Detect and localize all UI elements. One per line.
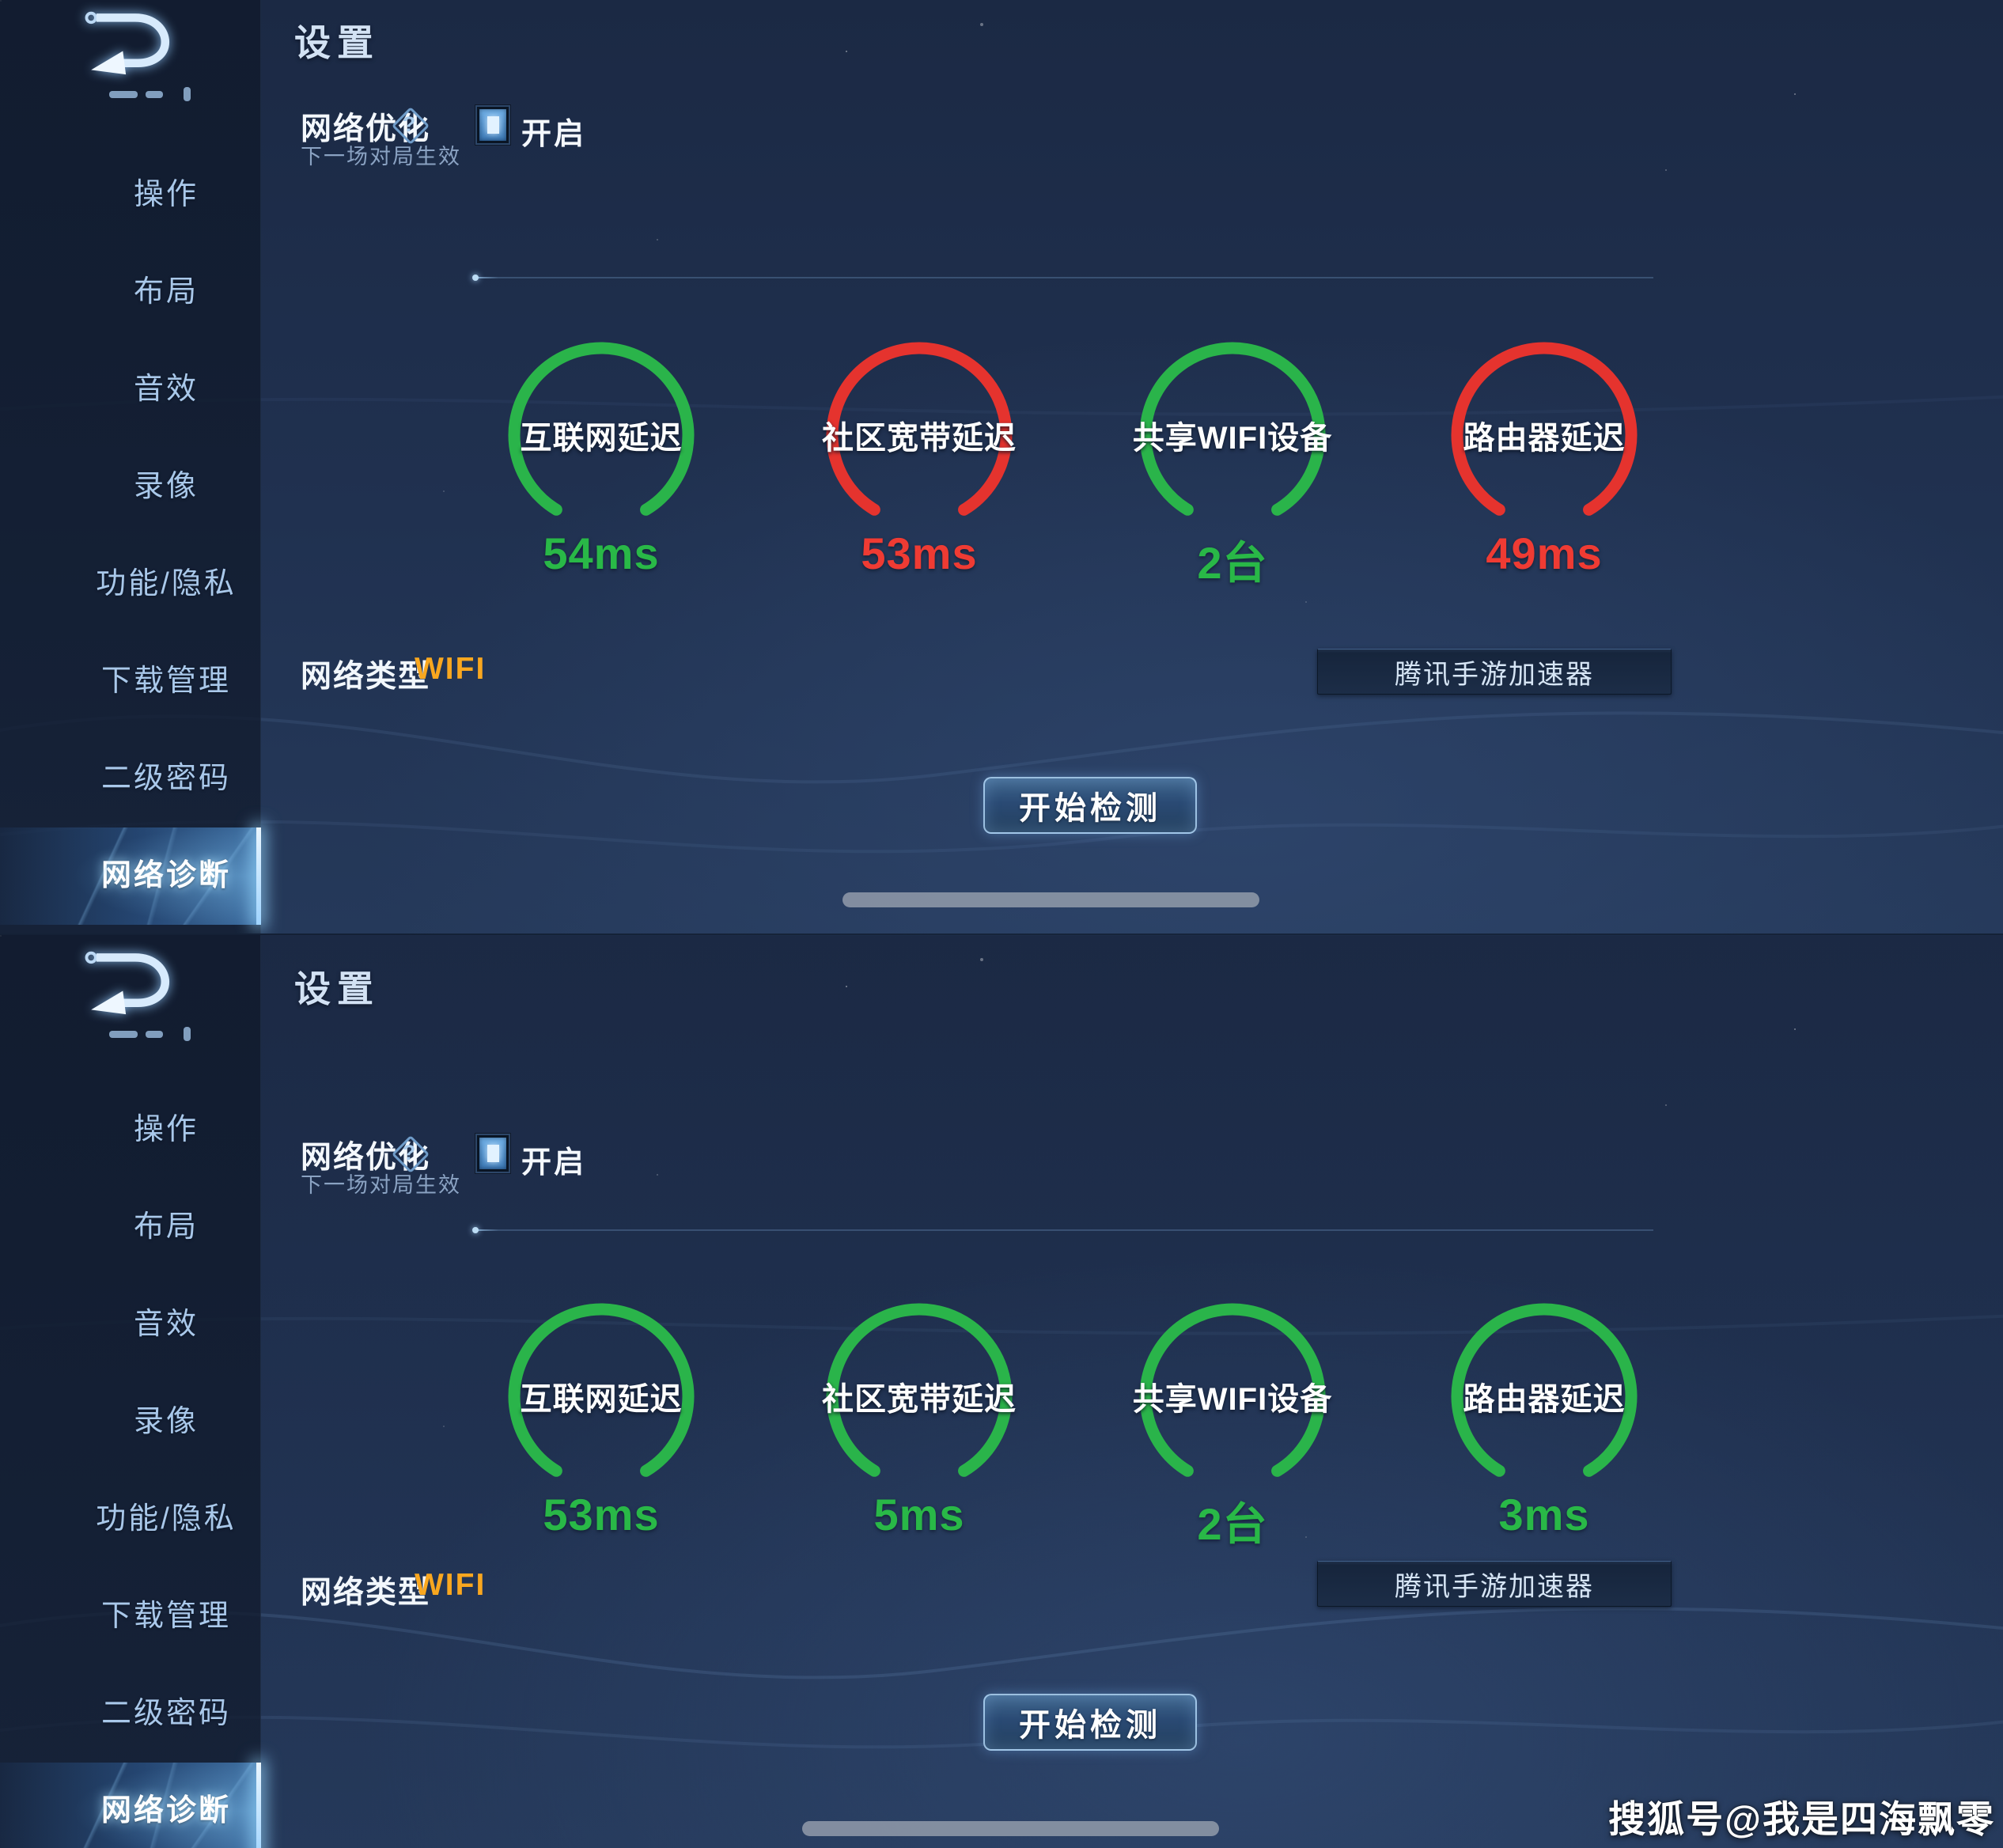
sidebar-item-recording[interactable]: 录像 (133, 1405, 199, 1438)
gauge-label: 互联网延迟 (520, 421, 683, 456)
help-icon[interactable]: ? (391, 1134, 427, 1171)
gauge-value: 53ms (543, 1490, 660, 1539)
gauge-value: 5ms (873, 1490, 965, 1539)
gauge-shared-wifi-devices: 共享WIFI设备 2台 (1132, 1297, 1333, 1549)
toggle-state-label: 开启 (521, 118, 587, 151)
gauge-label: 互联网延迟 (520, 1382, 683, 1417)
section-divider (472, 275, 1653, 281)
settings-screen-after: 操作 布局 音效 录像 功能/隐私 下载管理 二级密码 网络诊断 设置 网络优化… (0, 933, 2003, 1848)
sidebar-item-password[interactable]: 二级密码 (100, 762, 231, 795)
sidebar-item-layout[interactable]: 布局 (133, 275, 199, 309)
sidebar-item-privacy[interactable]: 功能/隐私 (96, 567, 237, 600)
gauge-ring (826, 1303, 1013, 1490)
network-type-value: WIFI (415, 1568, 487, 1602)
network-type-label: 网络类型 (301, 1576, 431, 1610)
gauge-ring (1451, 1303, 1638, 1490)
gauge-label: 路由器延迟 (1463, 1382, 1626, 1417)
sidebar-item-password[interactable]: 二级密码 (100, 1697, 231, 1730)
sidebar: 操作 布局 音效 录像 功能/隐私 下载管理 二级密码 网络诊断 (0, 935, 261, 1848)
accelerator-button[interactable]: 腾讯手游加速器 (1317, 649, 1672, 695)
gauge-label: 路由器延迟 (1463, 421, 1626, 456)
clipped-menu-item-fragment (109, 87, 212, 106)
gauge-ring (508, 342, 695, 528)
sidebar: 操作 布局 音效 录像 功能/隐私 下载管理 二级密码 网络诊断 (0, 0, 261, 933)
sidebar-item-network-diagnosis[interactable]: 网络诊断 (0, 1763, 261, 1848)
gauge-router-latency: 路由器延迟 3ms (1445, 1297, 1643, 1543)
gauge-ring (1451, 342, 1638, 528)
checkbox-fill (479, 109, 506, 141)
clipped-menu-item-fragment (109, 1027, 212, 1046)
section-divider (472, 1227, 1653, 1233)
scroll-indicator[interactable] (842, 892, 1259, 907)
sidebar-item-download[interactable]: 下载管理 (100, 665, 231, 698)
gauge-shared-wifi-devices: 共享WIFI设备 2台 (1132, 336, 1333, 588)
watermark: 搜狐号@我是四海飘零 (1608, 1798, 1995, 1840)
gauge-value: 53ms (861, 528, 978, 578)
gauge-value: 2台 (1197, 1499, 1268, 1549)
sidebar-item-recording[interactable]: 录像 (133, 470, 199, 503)
question-mark-glyph: ? (402, 1141, 416, 1164)
gauge-community-broadband-latency: 社区宽带延迟 5ms (820, 1297, 1018, 1543)
optimization-hint: 下一场对局生效 (301, 1173, 461, 1197)
sidebar-item-controls[interactable]: 操作 (133, 178, 199, 211)
start-test-button[interactable]: 开始检测 (983, 777, 1197, 834)
sidebar-item-download[interactable]: 下载管理 (100, 1600, 231, 1633)
sidebar-item-controls[interactable]: 操作 (133, 1113, 199, 1146)
gauge-value: 49ms (1486, 528, 1603, 578)
return-arrow-glyph (85, 11, 170, 75)
help-icon[interactable]: ? (391, 106, 427, 142)
checkbox-mark (487, 116, 499, 134)
gauge-label: 社区宽带延迟 (822, 421, 1017, 456)
gauge-label: 社区宽带延迟 (822, 1382, 1017, 1417)
gauge-ring (1139, 1303, 1326, 1490)
question-mark-glyph: ? (402, 112, 416, 136)
network-type-label: 网络类型 (301, 660, 431, 694)
page-title: 设置 (294, 968, 380, 1009)
settings-screen-before: 操作 布局 音效 录像 功能/隐私 下载管理 二级密码 网络诊断 设置 网络优化… (0, 0, 2003, 933)
gauge-label: 共享WIFI设备 (1132, 1382, 1333, 1417)
gauge-router-latency: 路由器延迟 49ms (1445, 336, 1643, 581)
gauge-label: 共享WIFI设备 (1132, 421, 1333, 456)
back-icon[interactable] (73, 8, 184, 76)
toggle-state-label: 开启 (521, 1146, 587, 1180)
optimization-hint: 下一场对局生效 (301, 145, 461, 169)
start-test-button[interactable]: 开始检测 (983, 1694, 1197, 1751)
gauge-value: 2台 (1197, 538, 1268, 588)
return-arrow-glyph (85, 951, 170, 1015)
accelerator-button[interactable]: 腾讯手游加速器 (1317, 1561, 1672, 1607)
scroll-indicator[interactable] (802, 1821, 1219, 1836)
gauge-ring (508, 1303, 695, 1490)
optimization-checkbox[interactable] (475, 1134, 510, 1173)
back-icon[interactable] (73, 948, 184, 1016)
gauge-internet-latency: 互联网延迟 53ms (502, 1297, 700, 1543)
network-type-value: WIFI (415, 652, 487, 686)
checkbox-mark (487, 1145, 499, 1162)
gauge-community-broadband-latency: 社区宽带延迟 53ms (820, 336, 1018, 581)
sidebar-item-sound[interactable]: 音效 (133, 373, 199, 406)
sidebar-item-sound[interactable]: 音效 (133, 1308, 199, 1341)
gauge-ring (826, 342, 1013, 528)
sidebar-item-network-diagnosis[interactable]: 网络诊断 (0, 827, 261, 925)
gauge-value: 54ms (543, 528, 660, 578)
sidebar-item-privacy[interactable]: 功能/隐私 (96, 1502, 237, 1536)
optimization-checkbox[interactable] (475, 105, 510, 145)
checkbox-fill (479, 1138, 506, 1169)
gauge-ring (1139, 342, 1326, 528)
sidebar-item-layout[interactable]: 布局 (133, 1210, 199, 1244)
gauge-internet-latency: 互联网延迟 54ms (502, 336, 700, 581)
page-title: 设置 (294, 22, 380, 63)
gauge-value: 3ms (1498, 1490, 1590, 1539)
